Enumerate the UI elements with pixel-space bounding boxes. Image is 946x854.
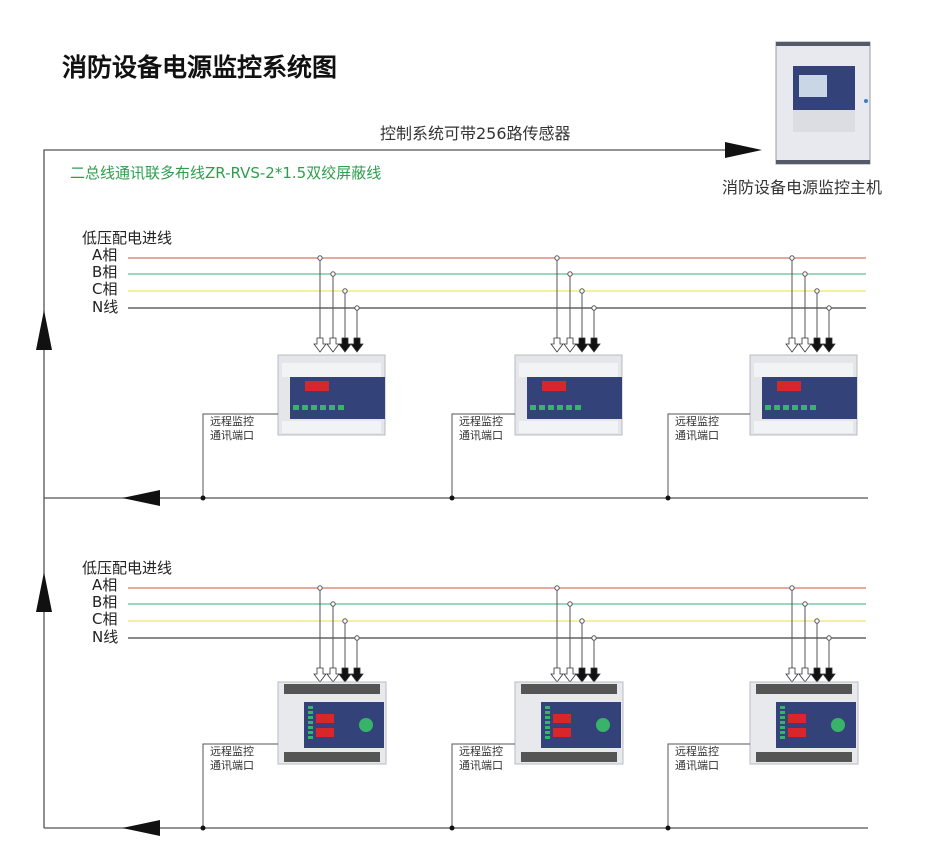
arrow-down-icon [563,667,577,683]
arrow-down-icon [326,667,340,683]
arrow-up-icon [36,572,52,612]
port-label: 远程监控 [459,744,503,758]
arrow-down-icon [810,667,824,683]
phase-label: N线 [92,298,118,316]
port-label: 远程监控 [210,744,254,758]
host-label: 消防设备电源监控主机 [722,178,882,197]
arrow-down-icon [785,667,799,683]
arrow-down-icon [338,667,352,683]
port-label: 远程监控 [210,414,254,428]
port-label: 通讯端口 [459,759,503,772]
port-label: 通讯端口 [210,429,254,442]
port-label: 通讯端口 [675,759,719,772]
arrow-left-icon [122,490,160,506]
arrow-down-icon [587,337,601,353]
arrow-down-icon [350,337,364,353]
trunk-lines [36,142,762,828]
section-title: 低压配电进线 [82,559,172,577]
port-label: 远程监控 [675,414,719,428]
arrow-down-icon [810,337,824,353]
section-title: 低压配电进线 [82,229,172,247]
phase-label: C相 [92,610,117,628]
arrow-down-icon [550,337,564,353]
phase-label: B相 [92,263,117,281]
junction-dot [665,825,671,831]
junction-dot [449,495,455,501]
arrow-up-icon [36,310,52,350]
arrow-down-icon [338,337,352,353]
junction-dot [449,825,455,831]
arrow-down-icon [798,337,812,353]
bus-label: 二总线通讯联多布线ZR-RVS-2*1.5双绞屏蔽线 [70,164,381,182]
arrow-down-icon [575,337,589,353]
phase-label: B相 [92,593,117,611]
top-line-label: 控制系统可带256路传感器 [380,124,571,143]
port-label: 远程监控 [675,744,719,758]
phase-label: A相 [92,576,117,594]
arrow-down-icon [575,667,589,683]
phase-label: C相 [92,280,117,298]
host-cabinet [775,41,871,165]
port-label: 通讯端口 [210,759,254,772]
junction-dot [665,495,671,501]
arrow-down-icon [822,337,836,353]
arrow-down-icon [563,337,577,353]
port-label: 通讯端口 [675,429,719,442]
arrow-down-icon [587,667,601,683]
junction-dot [200,495,206,501]
arrow-down-icon [822,667,836,683]
arrow-right-icon [725,142,762,158]
diagram-title: 消防设备电源监控系统图 [62,53,337,82]
arrow-down-icon [313,337,327,353]
phase-label: A相 [92,246,117,264]
junction-dot [200,825,206,831]
arrow-down-icon [785,337,799,353]
arrow-down-icon [350,667,364,683]
arrow-down-icon [313,667,327,683]
arrow-down-icon [326,337,340,353]
arrow-down-icon [550,667,564,683]
phase-label: N线 [92,628,118,646]
arrow-left-icon [122,820,160,836]
arrow-down-icon [798,667,812,683]
port-label: 通讯端口 [459,429,503,442]
port-label: 远程监控 [459,414,503,428]
